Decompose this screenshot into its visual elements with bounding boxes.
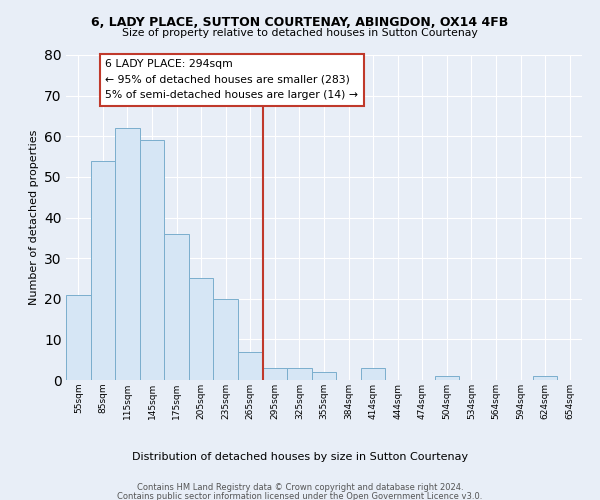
Bar (189, 278, 214, 380)
Bar (214, 298, 238, 380)
Text: 6 LADY PLACE: 294sqm
← 95% of detached houses are smaller (283)
5% of semi-detac: 6 LADY PLACE: 294sqm ← 95% of detached h… (106, 59, 358, 100)
Bar (263, 368, 287, 380)
Bar (434, 376, 459, 380)
Bar (164, 234, 189, 380)
Text: Contains public sector information licensed under the Open Government Licence v3: Contains public sector information licen… (118, 492, 482, 500)
Text: Distribution of detached houses by size in Sutton Courtenay: Distribution of detached houses by size … (132, 452, 468, 462)
Bar (140, 140, 164, 380)
Text: Size of property relative to detached houses in Sutton Courtenay: Size of property relative to detached ho… (122, 28, 478, 38)
Y-axis label: Number of detached properties: Number of detached properties (29, 130, 38, 305)
Bar (238, 352, 263, 380)
Bar (287, 368, 312, 380)
Bar (91, 160, 115, 380)
Text: 6, LADY PLACE, SUTTON COURTENAY, ABINGDON, OX14 4FB: 6, LADY PLACE, SUTTON COURTENAY, ABINGDO… (91, 16, 509, 30)
Bar (312, 372, 336, 380)
Text: Contains HM Land Registry data © Crown copyright and database right 2024.: Contains HM Land Registry data © Crown c… (137, 484, 463, 492)
Bar (533, 376, 557, 380)
Bar (361, 368, 385, 380)
Bar (66, 294, 91, 380)
Bar (115, 128, 140, 380)
